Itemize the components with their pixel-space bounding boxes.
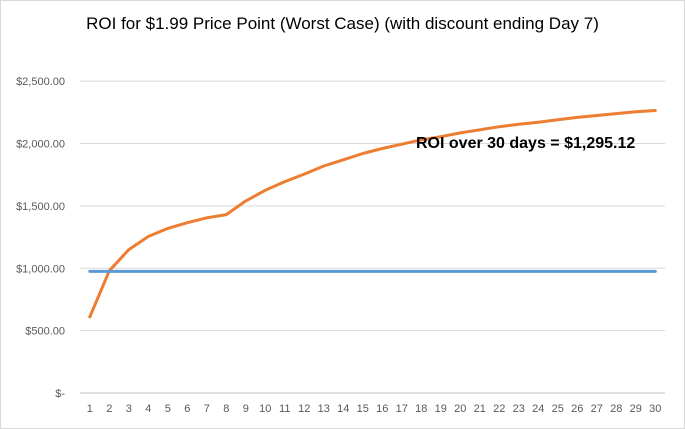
x-tick-label: 22 — [493, 403, 505, 415]
x-tick-label: 14 — [337, 403, 349, 415]
x-tick-label: 10 — [259, 403, 271, 415]
x-tick-label: 27 — [591, 403, 603, 415]
x-axis-ticks: 1 2 3 4 5 6 7 8 9 10 11 12 13 14 15 16 17 18 19 20 21 22 23 24 2… — [87, 403, 662, 415]
x-tick-label: 25 — [552, 403, 564, 415]
chart-title: ROI for $1.99 Price Point (Worst Case) (… — [86, 14, 599, 33]
y-tick-label: $2,000.00 — [16, 139, 65, 151]
x-tick-label: 5 — [165, 403, 171, 415]
y-tick-label: $1,500.00 — [16, 201, 65, 213]
x-tick-label: 20 — [454, 403, 466, 415]
roi-series-line — [88, 109, 657, 319]
x-tick-label: 15 — [357, 403, 369, 415]
x-tick-label: 1 — [87, 403, 93, 415]
x-tick-label: 24 — [532, 403, 544, 415]
x-tick-label: 23 — [513, 403, 525, 415]
x-tick-label: 8 — [223, 403, 229, 415]
roi-annotation: ROI over 30 days = $1,295.12 — [416, 135, 636, 152]
y-axis-ticks: $- $500.00 $1,000.00 $1,500.00 $2,000.00 $2,5… — [16, 76, 65, 400]
y-tick-label: $2,500.00 — [16, 76, 65, 88]
x-tick-label: 11 — [279, 403, 290, 415]
x-tick-label: 17 — [396, 403, 408, 415]
y-tick-label: $500.00 — [25, 326, 65, 338]
x-tick-label: 6 — [184, 403, 190, 415]
x-tick-label: 3 — [126, 403, 132, 415]
x-tick-label: 28 — [610, 403, 622, 415]
x-tick-label: 7 — [204, 403, 210, 415]
x-tick-label: 26 — [571, 403, 583, 415]
y-tick-label: $- — [55, 388, 65, 400]
x-tick-label: 21 — [474, 403, 486, 415]
gridlines — [80, 80, 665, 394]
x-tick-label: 2 — [106, 403, 112, 415]
series-lines — [88, 109, 657, 319]
x-tick-label: 30 — [649, 403, 661, 415]
x-tick-label: 4 — [145, 403, 151, 415]
x-tick-label: 19 — [435, 403, 447, 415]
x-tick-label: 9 — [243, 403, 249, 415]
x-tick-label: 12 — [298, 403, 310, 415]
x-tick-label: 13 — [318, 403, 330, 415]
x-tick-label: 29 — [630, 403, 642, 415]
y-tick-label: $1,000.00 — [16, 263, 65, 275]
x-tick-label: 18 — [415, 403, 427, 415]
x-tick-label: 16 — [376, 403, 388, 415]
